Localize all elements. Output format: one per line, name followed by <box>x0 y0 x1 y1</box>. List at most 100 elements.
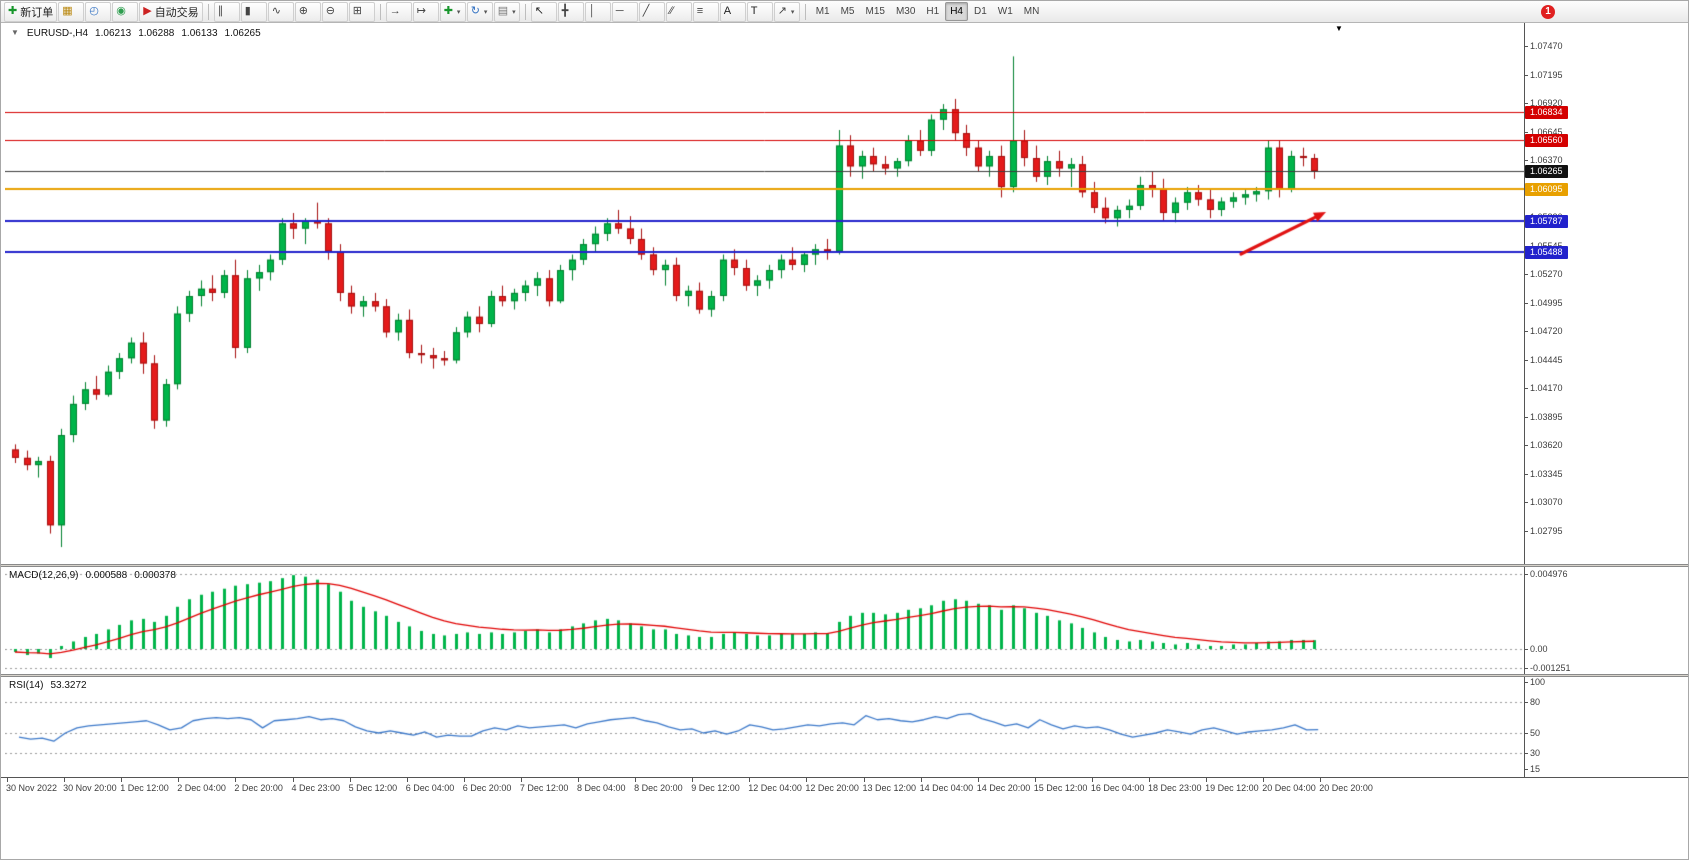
price-axis[interactable]: 1.07470 1.07195 1.06920 1.06645 1.06370 1.060… <box>1524 23 1688 777</box>
price-tick-label: 1.04170 <box>1530 383 1563 393</box>
text-icon: A <box>723 5 732 17</box>
toolbar-templates-button[interactable]: ▤ ▾ <box>493 1 520 22</box>
macd-scale-label: 0.00 <box>1530 644 1548 654</box>
channel-icon: ∕∕ <box>669 5 674 17</box>
macd-main-value: 0.000588 <box>85 570 128 581</box>
toolbar-candlestick-chart-button[interactable]: ▮ <box>240 1 267 22</box>
toolbar-tile-windows-button[interactable]: ⊞ <box>348 1 375 22</box>
price-tick-mark <box>1525 360 1528 361</box>
toolbar-market-watch-button[interactable]: ◴ <box>85 1 112 22</box>
time-tick-mark <box>863 778 865 782</box>
toolbar-separator <box>379 3 381 20</box>
scroll-to-end-icon[interactable]: ▼ <box>1335 24 1343 33</box>
toolbar-zoom-out-button[interactable]: ⊖ <box>321 1 348 22</box>
arrows-icon: ↗ <box>777 5 787 17</box>
toolbar-trendline-button[interactable]: ╱ <box>638 1 665 22</box>
timeframe-D1-button[interactable]: D1 <box>974 6 987 17</box>
timeframe-H1-button[interactable]: H1 <box>926 6 940 17</box>
ohlc-high: 1.06288 <box>138 28 175 39</box>
timeframe-M30-button[interactable]: M30 <box>895 6 916 17</box>
time-axis-label: 12 Dec 20:00 <box>805 783 859 793</box>
time-axis-label: 12 Dec 04:00 <box>748 783 802 793</box>
toolbar-line-chart-button[interactable]: ∿ <box>267 1 294 22</box>
macd-canvas[interactable] <box>5 567 1524 674</box>
time-axis-label: 7 Dec 12:00 <box>519 783 569 793</box>
time-axis-label: 16 Dec 04:00 <box>1090 783 1145 793</box>
toolbar-autotrading-button[interactable]: ▶ 自动交易 <box>139 1 203 22</box>
macd-panel-splitter[interactable] <box>1 564 1688 567</box>
price-tick-label: 1.05270 <box>1530 269 1563 279</box>
cursor-icon: ↖ <box>534 5 544 17</box>
rsi-name: RSI(14) <box>9 680 44 691</box>
notification-badge[interactable]: 1 <box>1541 5 1555 19</box>
time-tick-mark <box>349 778 351 782</box>
toolbar-channel-button[interactable]: ∕∕ <box>665 1 692 22</box>
hline-price-label[interactable]: 1.06834 <box>1525 106 1568 119</box>
timeframe-MN-button[interactable]: MN <box>1023 6 1040 17</box>
zoom-in-icon: ⊕ <box>298 5 308 17</box>
timeframe-H4-button[interactable]: H4 <box>945 2 968 21</box>
time-axis-label: 20 Dec 04:00 <box>1262 783 1316 793</box>
text-label-icon: T <box>750 5 758 17</box>
price-tick-mark <box>1525 445 1528 446</box>
price-tick-label: 1.03070 <box>1530 497 1563 507</box>
price-tick-label: 1.03895 <box>1530 412 1563 422</box>
time-tick-mark <box>64 778 66 782</box>
toolbar-zoom-in-button[interactable]: ⊕ <box>294 1 321 22</box>
toolbar-crosshair-button[interactable]: ╋ <box>557 1 584 22</box>
toolbar-arrows-button[interactable]: ↗ ▾ <box>773 1 800 22</box>
horizontal-line-icon: ─ <box>615 5 624 17</box>
toolbar-bar-chart-button[interactable]: ∥ <box>213 1 240 22</box>
macd-tick-mark <box>1525 574 1528 575</box>
hline-price-label[interactable]: 1.06095 <box>1525 183 1568 196</box>
timeframe-M5-button[interactable]: M5 <box>840 6 855 17</box>
price-chart-canvas[interactable] <box>5 23 1524 564</box>
toolbar-new-chart-button[interactable]: ✚ ▾ <box>439 1 466 22</box>
toolbar-text-label-button[interactable]: T <box>746 1 773 22</box>
chevron-down-icon[interactable]: ▾ <box>483 8 488 16</box>
hline-price-label[interactable]: 1.05787 <box>1525 215 1568 228</box>
time-tick-mark <box>692 778 694 782</box>
time-axis-label: 30 Nov 20:00 <box>63 783 117 793</box>
toolbar-vertical-line-button[interactable]: │ <box>584 1 611 22</box>
chevron-down-icon[interactable]: ▾ <box>456 8 461 16</box>
rsi-indicator-label: RSI(14) 53.3272 <box>9 680 87 691</box>
time-axis-label: 1 Dec 12:00 <box>120 783 169 793</box>
toolbar-chart-shift-button[interactable]: ↦ <box>412 1 439 22</box>
one-click-collapse-icon[interactable]: ▼ <box>11 28 19 37</box>
timeframe-M15-button[interactable]: M15 <box>865 6 885 17</box>
market-watch-icon: ◴ <box>89 5 99 17</box>
toolbar-separator <box>804 3 806 20</box>
toolbar-fibonacci-button[interactable]: ≡ <box>692 1 719 22</box>
price-tick-label: 1.06370 <box>1530 155 1563 165</box>
toolbar-strategy-tester-button[interactable]: ◉ <box>112 1 139 22</box>
price-tick-mark <box>1525 303 1528 304</box>
toolbar-cursor-button[interactable]: ↖ <box>530 1 557 22</box>
rsi-tick-mark <box>1525 769 1528 770</box>
tile-windows-icon: ⊞ <box>352 5 362 17</box>
toolbar-refresh-button[interactable]: ↻ ▾ <box>466 1 493 22</box>
toolbar-auto-scroll-button[interactable]: → <box>385 1 412 22</box>
price-tick-mark <box>1525 417 1528 418</box>
price-tick-mark <box>1525 132 1528 133</box>
rsi-panel-splitter[interactable] <box>1 674 1688 677</box>
macd-tick-mark <box>1525 649 1528 650</box>
chevron-down-icon[interactable]: ▾ <box>512 8 516 16</box>
hline-price-label[interactable]: 1.06560 <box>1525 134 1568 147</box>
timeframe-W1-button[interactable]: W1 <box>997 6 1013 17</box>
time-axis[interactable]: 30 Nov 2022 30 Nov 20:00 1 Dec 12:00 2 Dec … <box>1 777 1688 799</box>
toolbar-new-order-button[interactable]: ✚ 新订单 <box>4 1 58 22</box>
toolbar-charts-grid-button[interactable]: ▦ <box>58 1 85 22</box>
ohlc-low: 1.06133 <box>181 28 218 39</box>
timeframe-M1-button[interactable]: M1 <box>815 6 830 17</box>
time-tick-mark <box>1149 778 1150 782</box>
toolbar-horizontal-line-button[interactable]: ─ <box>611 1 638 22</box>
rsi-scale-label: 15 <box>1530 764 1541 774</box>
price-tick-label: 1.03620 <box>1530 440 1563 450</box>
rsi-canvas[interactable] <box>5 677 1524 777</box>
price-tick-label: 1.02795 <box>1530 526 1563 536</box>
toolbar-separator <box>207 3 209 20</box>
hline-price-label[interactable]: 1.05488 <box>1525 246 1568 259</box>
chevron-down-icon[interactable]: ▾ <box>790 8 795 16</box>
toolbar-text-button[interactable]: A <box>719 1 746 22</box>
